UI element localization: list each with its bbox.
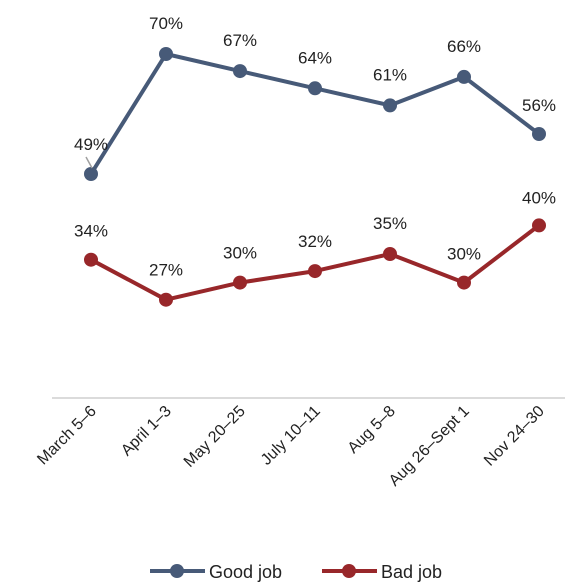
x-tick-label: July 10–11 (258, 403, 324, 469)
data-point-good-job (159, 47, 173, 61)
x-tick-label: April 1–3 (118, 403, 175, 460)
data-point-good-job (84, 167, 98, 181)
data-label-bad-job: 30% (447, 245, 481, 264)
data-point-bad-job (308, 264, 322, 279)
label-leader-line (85, 156, 93, 169)
data-point-bad-job (457, 275, 471, 290)
data-label-good-job: 67% (223, 31, 257, 50)
data-label-good-job: 64% (298, 48, 332, 67)
data-label-bad-job: 40% (522, 188, 556, 207)
legend-label-bad-job: Bad job (381, 562, 442, 582)
series-layer: 49% 70% 67% 64% 61% 66% 56% 34% 27% 30% 32% 35% 30% 4… (74, 14, 556, 307)
data-point-good-job (383, 98, 397, 113)
x-tick-label: March 5–6 (34, 403, 100, 469)
data-point-bad-job (233, 275, 247, 290)
data-label-good-job: 61% (373, 65, 407, 84)
x-tick-label: May 20–25 (181, 403, 249, 471)
x-tick-label: Aug 5–8 (345, 403, 399, 457)
data-label-good-job: 49% (74, 135, 108, 154)
series-bad-job: 34% 27% 30% 32% 35% 30% 40% (74, 188, 556, 307)
legend-marker-good-job (170, 564, 184, 578)
data-label-bad-job: 27% (149, 261, 183, 280)
data-point-bad-job (383, 247, 397, 261)
data-point-bad-job (532, 218, 546, 233)
data-label-bad-job: 30% (223, 244, 257, 263)
data-point-good-job (457, 69, 471, 84)
legend-item-bad-job: Bad job (322, 562, 442, 582)
data-point-bad-job (159, 292, 173, 307)
data-point-good-job (233, 64, 247, 79)
legend: Good job Bad job (150, 562, 442, 582)
legend-item-good-job: Good job (150, 562, 282, 582)
data-label-bad-job: 32% (298, 232, 332, 251)
data-label-good-job: 70% (149, 14, 183, 33)
data-label-bad-job: 35% (373, 214, 407, 233)
legend-marker-bad-job (342, 564, 356, 578)
data-point-bad-job (84, 252, 98, 267)
data-label-good-job: 56% (522, 96, 556, 115)
data-point-good-job (308, 81, 322, 96)
legend-label-good-job: Good job (209, 562, 282, 582)
x-tick-label: Aug 26–Sept 1 (386, 403, 473, 490)
x-tick-label: Nov 24–30 (481, 403, 548, 470)
data-label-bad-job: 34% (74, 222, 108, 241)
series-good-job: 49% 70% 67% 64% 61% 66% 56% (74, 14, 556, 181)
data-label-good-job: 66% (447, 37, 481, 56)
series-line-good-job (89, 52, 541, 176)
x-tick-labels: March 5–6 April 1–3 May 20–25 July 10–11 Aug… (34, 403, 548, 490)
data-point-good-job (532, 127, 546, 141)
